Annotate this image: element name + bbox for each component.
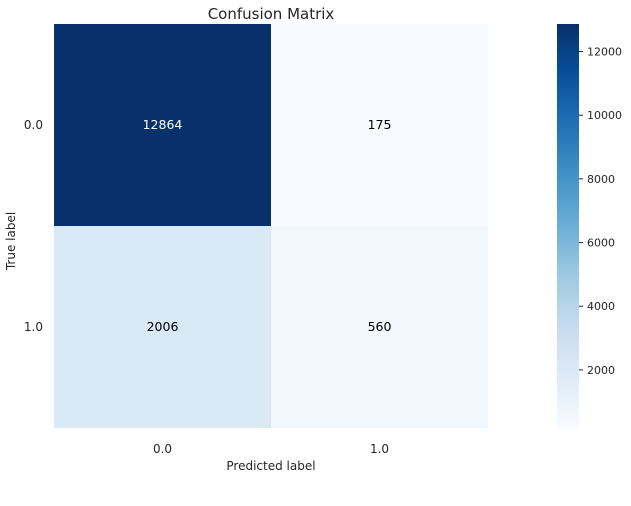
colorbar-tick-label: 2000 xyxy=(587,364,615,377)
cell-value-label: 560 xyxy=(368,319,392,334)
heatmap-cell-1-1 xyxy=(271,226,488,428)
heatmap-cell-0-0 xyxy=(54,24,271,226)
chart-title: Confusion Matrix xyxy=(208,5,335,23)
colorbar xyxy=(557,24,579,428)
y-tick-label: 1.0 xyxy=(24,320,43,334)
colorbar-tick-label: 12000 xyxy=(587,46,622,59)
x-tick-label: 1.0 xyxy=(370,442,389,456)
cell-value-label: 12864 xyxy=(143,117,183,132)
colorbar-tick-label: 6000 xyxy=(587,237,615,250)
cell-value-label: 175 xyxy=(368,117,392,132)
y-tick-label: 0.0 xyxy=(24,118,43,132)
colorbar-tick-label: 8000 xyxy=(587,173,615,186)
x-axis-label: Predicted label xyxy=(226,459,315,473)
cell-value-label: 2006 xyxy=(147,319,179,334)
heatmap-cell-0-1 xyxy=(271,24,488,226)
heatmap-cell-1-0 xyxy=(54,226,271,428)
x-tick-label: 0.0 xyxy=(153,442,172,456)
colorbar-tick-label: 10000 xyxy=(587,109,622,122)
y-axis-label: True label xyxy=(4,212,18,271)
colorbar-tick-label: 4000 xyxy=(587,300,615,313)
